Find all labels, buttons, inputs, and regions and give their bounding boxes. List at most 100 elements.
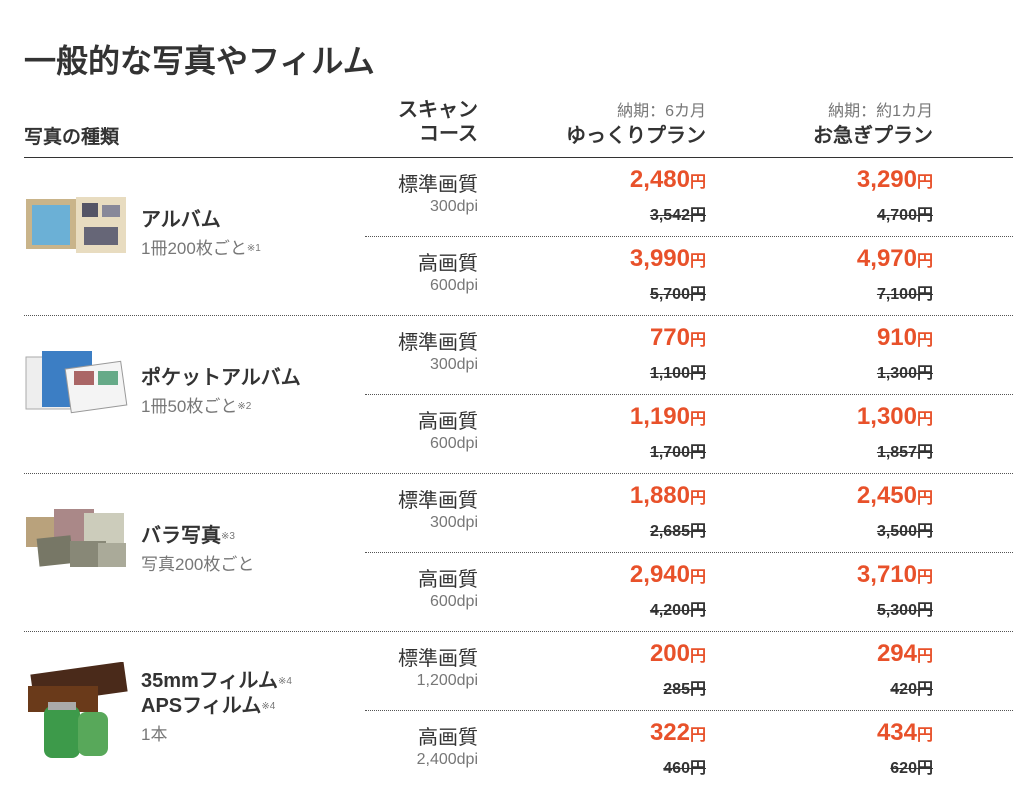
header-rule xyxy=(24,157,1013,158)
resolution: 600dpi xyxy=(429,435,478,452)
item-image xyxy=(26,509,126,567)
resolution: 300dpi xyxy=(429,514,478,531)
item-name: APSフィルム※4 xyxy=(141,694,292,719)
currency: 円 xyxy=(916,681,933,698)
row-rule xyxy=(365,394,1013,395)
item-name-text: アルバム xyxy=(141,208,221,231)
regular-price: 7,100円 xyxy=(877,280,933,304)
sale-price: 1,190円 xyxy=(630,403,706,431)
sale-price: 200円 xyxy=(650,640,706,668)
currency: 円 xyxy=(916,365,933,382)
col-fast-note: 納期：約1カ月 xyxy=(828,103,933,120)
item-name: 35mmフィルム※4 xyxy=(141,669,292,694)
currency: 円 xyxy=(916,207,933,224)
regular-price: 3,542円 xyxy=(650,201,706,225)
item-image xyxy=(25,351,128,414)
sale-amount: 910 xyxy=(876,324,917,351)
regular-amount: 620 xyxy=(890,760,917,777)
resolution: 300dpi xyxy=(429,198,478,215)
sale-price: 910円 xyxy=(877,324,933,352)
regular-price: 620円 xyxy=(890,754,933,778)
regular-price: 4,200円 xyxy=(650,596,706,620)
sale-amount: 2,450 xyxy=(856,482,917,509)
item-note: ※1 xyxy=(246,242,261,254)
quality: 高画質 xyxy=(418,727,478,749)
item-info: アルバム 1冊200枚ごと※1 xyxy=(141,158,261,316)
currency: 円 xyxy=(689,365,706,382)
currency: 円 xyxy=(689,602,706,619)
sale-price: 2,450円 xyxy=(857,482,933,510)
currency: 円 xyxy=(916,253,933,270)
sale-amount: 1,190 xyxy=(629,403,690,430)
regular-amount: 1,857 xyxy=(876,444,917,461)
regular-price: 2,685円 xyxy=(650,517,706,541)
sale-amount: 2,480 xyxy=(629,166,690,193)
currency: 円 xyxy=(916,444,933,461)
col-scan: スキャン コース xyxy=(398,98,478,146)
currency: 円 xyxy=(916,174,933,191)
regular-price: 1,300円 xyxy=(877,359,933,383)
title: 一般的な写真やフィルム xyxy=(24,43,375,79)
col-type: 写真の種類 xyxy=(24,127,120,148)
item-note: ※4 xyxy=(278,676,292,687)
currency: 円 xyxy=(689,174,706,191)
quality: 高画質 xyxy=(418,569,478,591)
regular-amount: 3,542 xyxy=(649,207,690,224)
sale-amount: 2,940 xyxy=(629,561,690,588)
sale-price: 1,880円 xyxy=(630,482,706,510)
sale-price: 3,990円 xyxy=(630,245,706,273)
quality: 標準画質 xyxy=(398,490,478,512)
regular-amount: 4,200 xyxy=(649,602,690,619)
currency: 円 xyxy=(689,523,706,540)
col-scan-line: コース xyxy=(419,123,478,145)
row-rule xyxy=(24,315,1013,316)
regular-price: 1,700円 xyxy=(650,438,706,462)
col-slow: 納期：6カ月 ゆっくりプラン xyxy=(566,100,706,148)
regular-amount: 4,700 xyxy=(876,207,917,224)
quality: 標準画質 xyxy=(398,174,478,196)
item-note: ※2 xyxy=(237,400,252,412)
row-rule xyxy=(24,631,1013,632)
currency: 円 xyxy=(916,490,933,507)
item-name-text: バラ写真 xyxy=(141,524,221,547)
regular-amount: 1,300 xyxy=(876,365,917,382)
currency: 円 xyxy=(689,490,706,507)
sale-price: 3,710円 xyxy=(857,561,933,589)
sale-amount: 1,300 xyxy=(856,403,917,430)
row-rule xyxy=(365,710,1013,711)
regular-amount: 5,300 xyxy=(876,602,917,619)
resolution: 600dpi xyxy=(429,593,478,610)
sale-amount: 3,990 xyxy=(629,245,690,272)
currency: 円 xyxy=(689,681,706,698)
sale-amount: 4,970 xyxy=(856,245,917,272)
item-unit: 1本 xyxy=(141,725,292,745)
regular-price: 420円 xyxy=(890,675,933,699)
item-name-text: ポケットアルバム xyxy=(141,366,301,389)
col-fast-name: お急ぎプラン xyxy=(813,125,933,147)
currency: 円 xyxy=(916,286,933,303)
currency: 円 xyxy=(689,253,706,270)
regular-price: 3,500円 xyxy=(877,517,933,541)
item-name: アルバム xyxy=(141,208,261,233)
sale-amount: 1,880 xyxy=(629,482,690,509)
item-info: ポケットアルバム 1冊50枚ごと※2 xyxy=(141,316,301,474)
sale-amount: 294 xyxy=(876,640,917,667)
item-note: ※3 xyxy=(221,530,235,542)
regular-amount: 420 xyxy=(890,681,917,698)
currency: 円 xyxy=(689,411,706,428)
sale-price: 3,290円 xyxy=(857,166,933,194)
item-unit-text: 1本 xyxy=(141,725,168,744)
regular-amount: 1,700 xyxy=(649,444,690,461)
currency: 円 xyxy=(689,727,706,744)
currency: 円 xyxy=(689,648,706,665)
item-unit-text: 1冊50枚ごと xyxy=(141,396,238,416)
sale-price: 294円 xyxy=(877,640,933,668)
sale-price: 322円 xyxy=(650,719,706,747)
item-unit: 写真200枚ごと xyxy=(141,555,254,575)
sale-amount: 434 xyxy=(876,719,917,746)
currency: 円 xyxy=(689,286,706,303)
regular-amount: 7,100 xyxy=(876,286,917,303)
currency: 円 xyxy=(916,648,933,665)
col-fast: 納期：約1カ月 お急ぎプラン xyxy=(813,100,933,148)
